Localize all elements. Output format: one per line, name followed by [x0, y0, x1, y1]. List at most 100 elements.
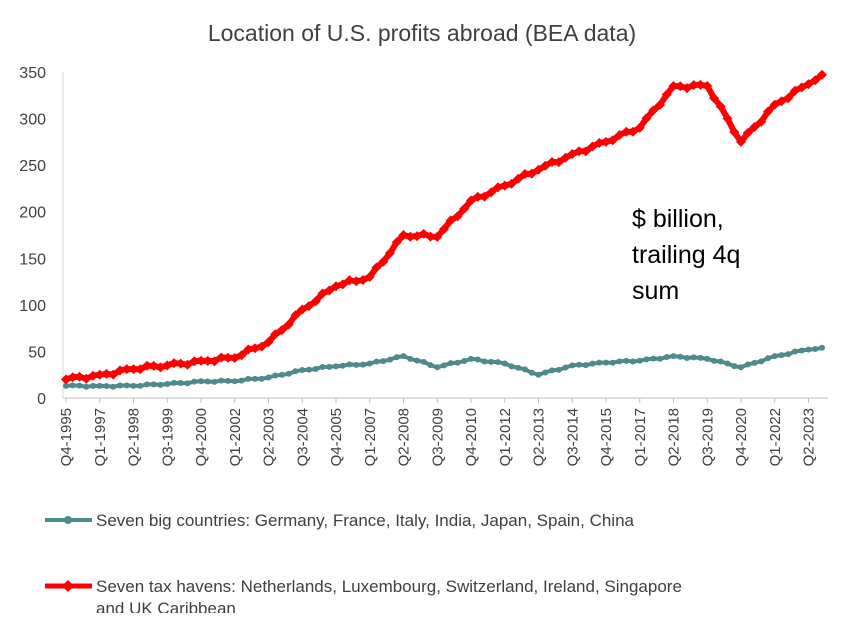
x-tick-label: Q3-1999	[159, 408, 176, 466]
data-point-big-countries	[204, 378, 211, 385]
data-point-tax-havens	[722, 113, 733, 124]
data-point-big-countries	[515, 364, 522, 371]
data-point-tax-havens	[769, 99, 780, 110]
x-tick-label: Q4-2005	[328, 408, 345, 466]
annotation-line-1: $ billion,	[632, 205, 724, 233]
data-point-big-countries	[474, 356, 481, 363]
data-point-tax-havens	[553, 157, 564, 168]
data-point-tax-havens	[715, 101, 726, 112]
data-point-tax-havens	[432, 231, 443, 242]
data-point-big-countries	[90, 382, 96, 389]
x-tick-labels: Q4-1995 Q1-1997 Q2-1998 Q3-1999 Q4-2000 Q1-20…	[58, 398, 818, 466]
data-point-big-countries	[630, 358, 636, 365]
data-point-tax-havens	[385, 248, 395, 259]
legend-item-big-countries: Seven big countries: Germany, France, It…	[45, 511, 635, 530]
data-point-big-countries	[137, 382, 144, 389]
legend: Seven big countries: Germany, France, It…	[45, 511, 682, 618]
data-point-big-countries	[555, 366, 562, 373]
data-point-big-countries	[272, 372, 279, 379]
data-point-tax-havens	[533, 164, 544, 175]
data-point-tax-havens	[256, 341, 267, 352]
data-point-tax-havens	[621, 126, 632, 137]
data-point-big-countries	[366, 360, 373, 367]
data-point-big-countries	[123, 382, 130, 389]
data-point-big-countries	[63, 382, 69, 389]
data-point-big-countries	[670, 353, 677, 360]
data-point-big-countries	[407, 355, 414, 362]
y-tick-label: 0	[37, 391, 46, 408]
data-point-tax-havens	[391, 237, 402, 248]
data-point-big-countries	[798, 347, 805, 354]
data-point-tax-havens	[756, 116, 767, 127]
x-tick-label: Q2-2003	[261, 408, 278, 466]
x-tick-label: Q2-1998	[126, 408, 143, 466]
data-point-tax-havens	[810, 75, 821, 86]
data-point-tax-havens	[94, 369, 105, 380]
data-point-tax-havens	[310, 296, 321, 307]
data-point-tax-havens	[486, 187, 497, 198]
data-point-big-countries	[657, 355, 663, 362]
annotation-line-2: trailing 4q	[632, 241, 740, 269]
legend-label-big-countries: Seven big countries: Germany, France, It…	[96, 511, 635, 530]
data-point-big-countries	[177, 379, 184, 386]
y-tick-label: 250	[19, 158, 46, 175]
data-point-big-countries	[684, 355, 690, 362]
data-point-big-countries	[569, 362, 576, 369]
legend-label-tax-havens-line-2: and UK Caribbean	[96, 599, 236, 613]
data-point-tax-havens	[128, 364, 139, 375]
data-point-big-countries	[447, 360, 454, 367]
data-point-big-countries	[346, 361, 353, 368]
x-tick-label: Q4-2010	[463, 408, 480, 466]
data-point-tax-havens	[749, 122, 760, 133]
data-point-big-countries	[333, 363, 339, 370]
data-point-tax-havens	[88, 370, 98, 381]
data-point-tax-havens	[459, 203, 470, 214]
data-point-big-countries	[339, 362, 346, 369]
data-point-big-countries	[130, 382, 137, 389]
data-point-big-countries	[117, 382, 123, 389]
data-point-big-countries	[110, 383, 117, 390]
data-point-big-countries	[245, 375, 252, 382]
data-point-tax-havens	[695, 79, 706, 90]
data-point-big-countries	[69, 382, 76, 389]
data-point-big-countries	[495, 359, 501, 366]
data-point-tax-havens	[277, 324, 287, 335]
legend-label-tax-havens-line-1: Seven tax havens: Netherlands, Luxembour…	[96, 577, 682, 596]
data-point-big-countries	[238, 377, 245, 384]
data-point-tax-havens	[540, 160, 551, 171]
data-point-tax-havens	[607, 135, 618, 146]
data-point-tax-havens	[425, 231, 436, 242]
x-tick-label: Q3-2019	[699, 408, 716, 466]
data-point-big-countries	[549, 367, 555, 374]
data-point-big-countries	[258, 375, 265, 382]
x-tick-label: Q2-2018	[666, 408, 683, 466]
data-point-big-countries	[144, 381, 150, 388]
data-point-big-countries	[663, 354, 670, 361]
data-point-tax-havens	[283, 319, 294, 330]
data-point-tax-havens	[520, 169, 530, 180]
data-point-big-countries	[508, 363, 515, 370]
y-tick-label: 100	[19, 298, 46, 315]
data-point-tax-havens	[398, 230, 409, 240]
data-point-tax-havens	[142, 360, 152, 371]
data-point-big-countries	[488, 358, 495, 365]
data-point-big-countries	[420, 358, 427, 365]
data-point-tax-havens	[121, 364, 132, 375]
data-point-tax-havens	[182, 359, 193, 370]
data-point-big-countries	[650, 355, 657, 362]
data-point-big-countries	[441, 362, 447, 369]
data-point-big-countries	[535, 371, 542, 378]
data-point-big-countries	[414, 357, 420, 364]
data-point-big-countries	[805, 346, 812, 353]
data-point-big-countries	[697, 354, 704, 361]
data-point-tax-havens	[101, 368, 112, 379]
data-point-big-countries	[96, 382, 103, 389]
data-point-big-countries	[326, 363, 333, 370]
data-point-big-countries	[191, 378, 198, 385]
data-point-tax-havens	[783, 93, 794, 104]
data-point-tax-havens	[574, 146, 584, 157]
data-point-big-countries	[596, 359, 603, 366]
x-tick-label: Q1-2007	[362, 408, 379, 466]
data-point-tax-havens	[742, 128, 753, 139]
data-point-tax-havens	[594, 137, 605, 148]
